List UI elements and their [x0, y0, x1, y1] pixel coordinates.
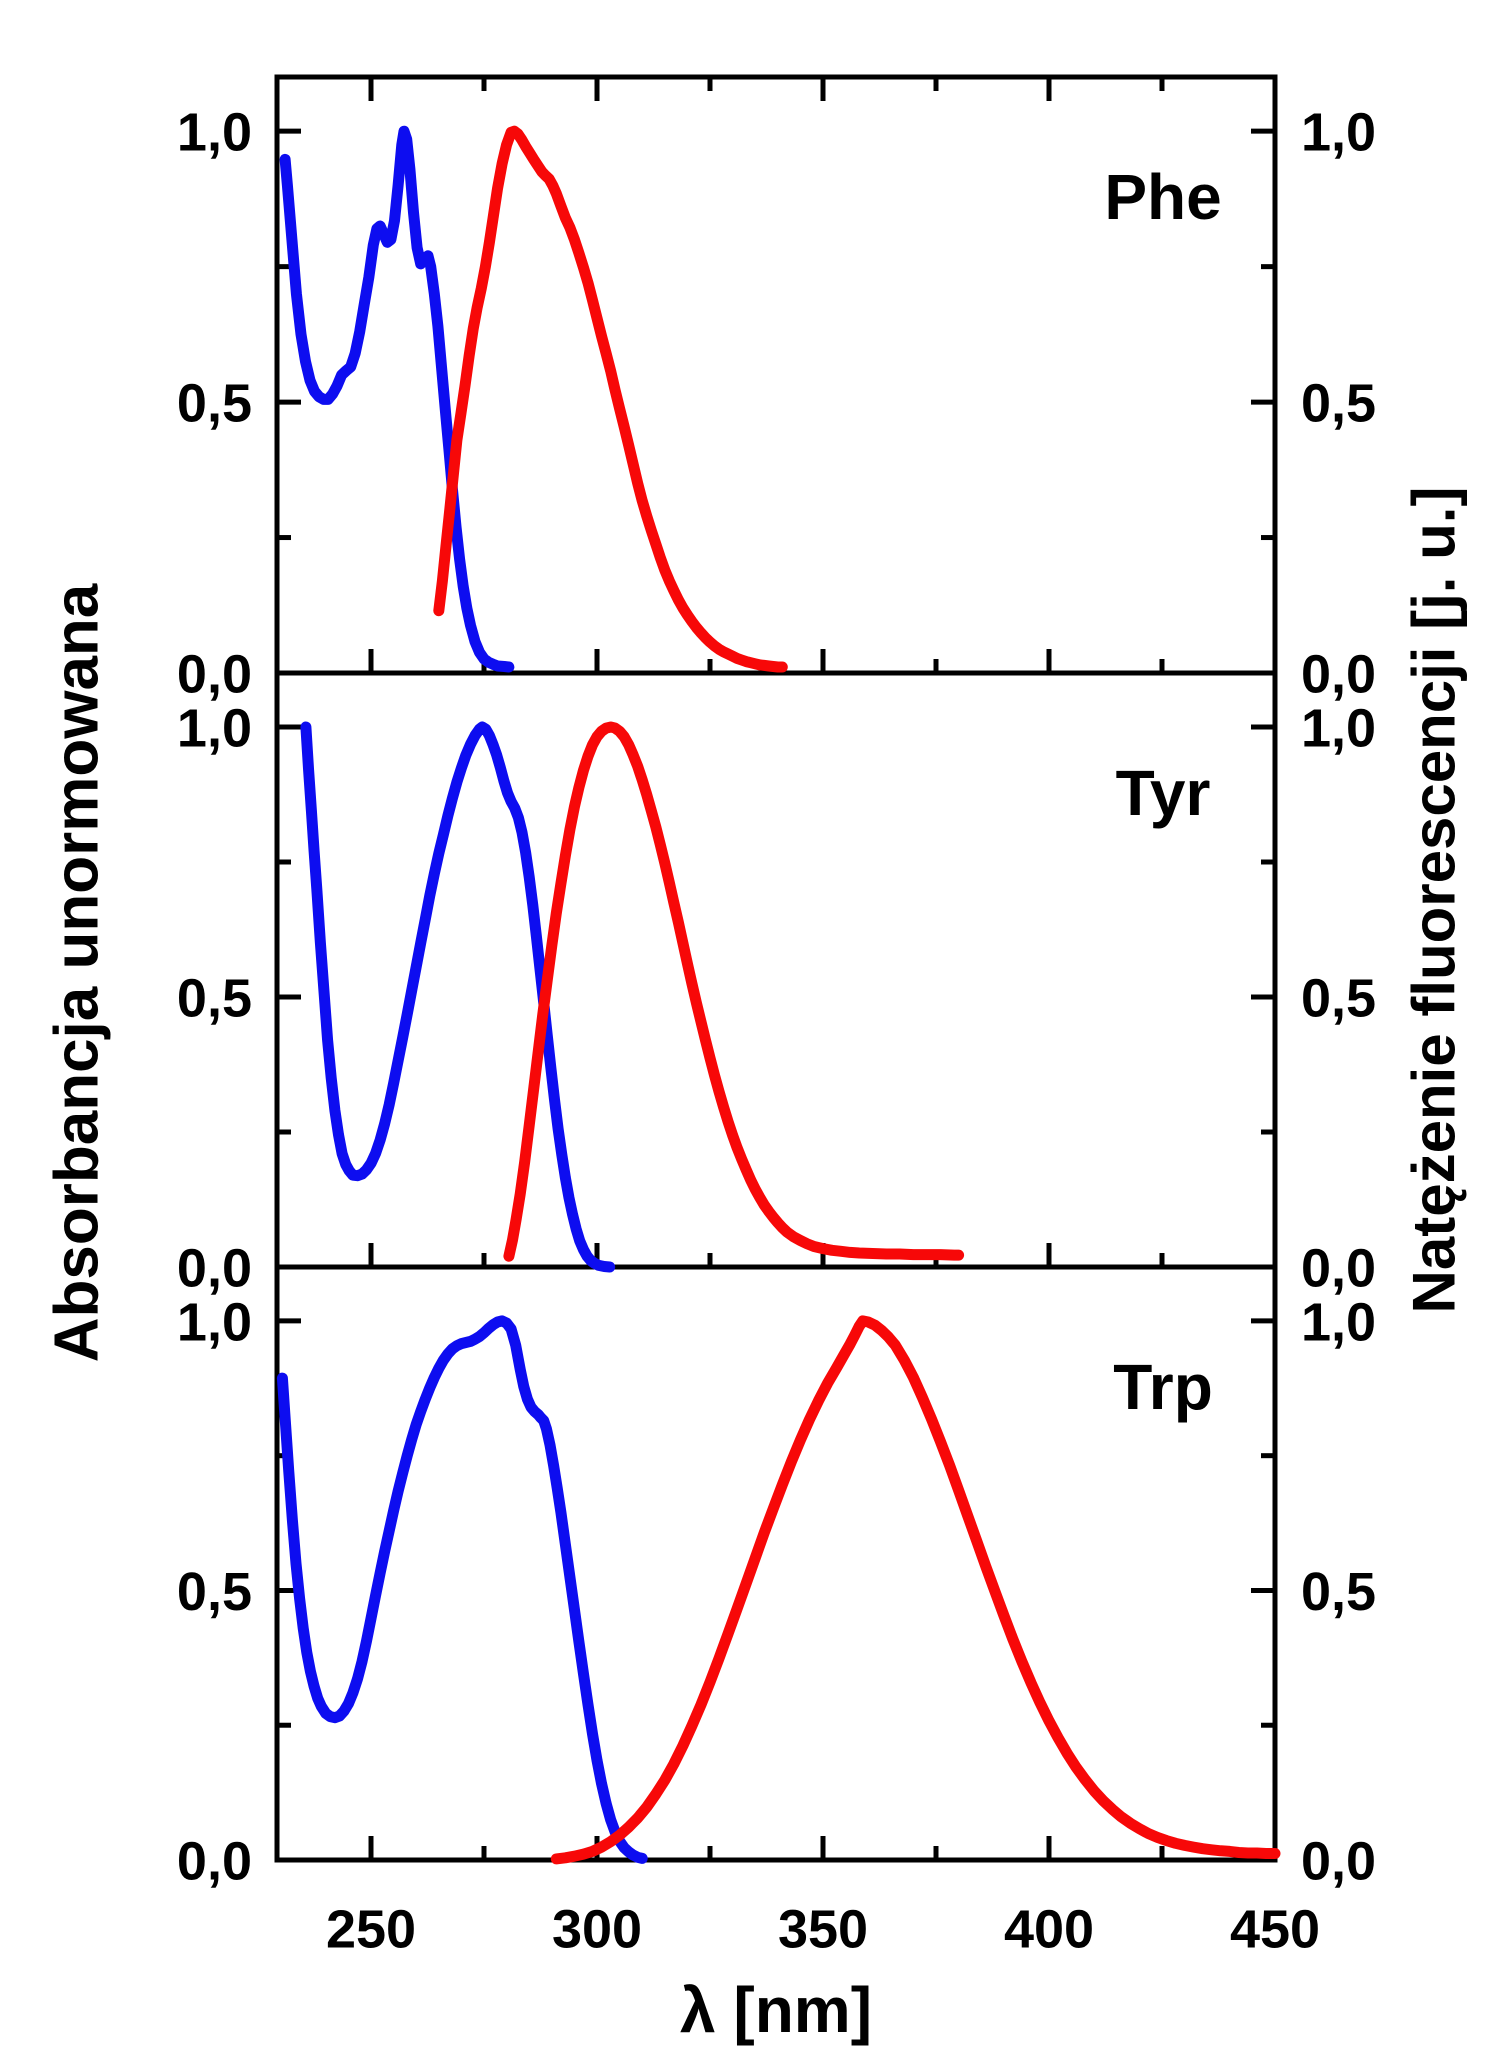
panel-label-tyr: Tyr [1116, 757, 1211, 829]
y-tick-label-right-1-trp: 1,0 [1301, 1292, 1376, 1352]
x-tick-label-350: 350 [778, 1899, 868, 1959]
y-tick-label-right-0-phe: 0,0 [1301, 644, 1376, 704]
y-tick-label-right-0-tyr: 0,0 [1301, 1238, 1376, 1298]
y-tick-label-right-1-tyr: 1,0 [1301, 698, 1376, 758]
y-tick-label-right-0.5-trp: 0,5 [1301, 1562, 1376, 1622]
tyr-absorption-curve [300, 721, 616, 1273]
left-axis-title: Absorbancja unormowana [42, 583, 112, 1363]
panel-label-phe: Phe [1104, 161, 1221, 233]
trp-absorption-curve [276, 1315, 648, 1864]
y-tick-label-right-1-phe: 1,0 [1301, 103, 1376, 163]
phe-absorption-curve [279, 125, 515, 673]
y-tick-label-right-0.5-tyr: 0,5 [1301, 968, 1376, 1028]
y-tick-label-left-0.5-phe: 0,5 [177, 374, 252, 434]
y-tick-label-right-0.5-phe: 0,5 [1301, 374, 1376, 434]
phe-fluorescence-curve [433, 125, 788, 673]
plot-frame [274, 74, 1278, 1863]
x-tick-label-250: 250 [326, 1899, 416, 1959]
y-tick-label-right-0-trp: 0,0 [1301, 1831, 1376, 1891]
panel-label-trp: Trp [1113, 1351, 1213, 1423]
tyr-fluorescence-curve [503, 721, 965, 1262]
x-tick-label-400: 400 [1004, 1899, 1094, 1959]
y-tick-label-left-0-trp: 0,0 [177, 1831, 252, 1891]
y-tick-label-left-0.5-tyr: 0,5 [177, 968, 252, 1028]
right-axis-title: Natężenie fluorescencji [j. u.] [1400, 486, 1468, 1314]
x-tick-label-300: 300 [552, 1899, 642, 1959]
y-tick-label-left-0-phe: 0,0 [177, 644, 252, 704]
y-tick-label-left-1-phe: 1,0 [177, 103, 252, 163]
y-tick-label-left-1-trp: 1,0 [177, 1292, 252, 1352]
y-tick-label-left-1-tyr: 1,0 [177, 698, 252, 758]
x-tick-label-450: 450 [1230, 1899, 1320, 1959]
y-tick-label-left-0.5-trp: 0,5 [177, 1562, 252, 1622]
trp-fluorescence-curve [550, 1315, 1281, 1865]
x-axis-title: λ [nm] [680, 1974, 872, 2046]
y-tick-label-left-0-tyr: 0,0 [177, 1238, 252, 1298]
